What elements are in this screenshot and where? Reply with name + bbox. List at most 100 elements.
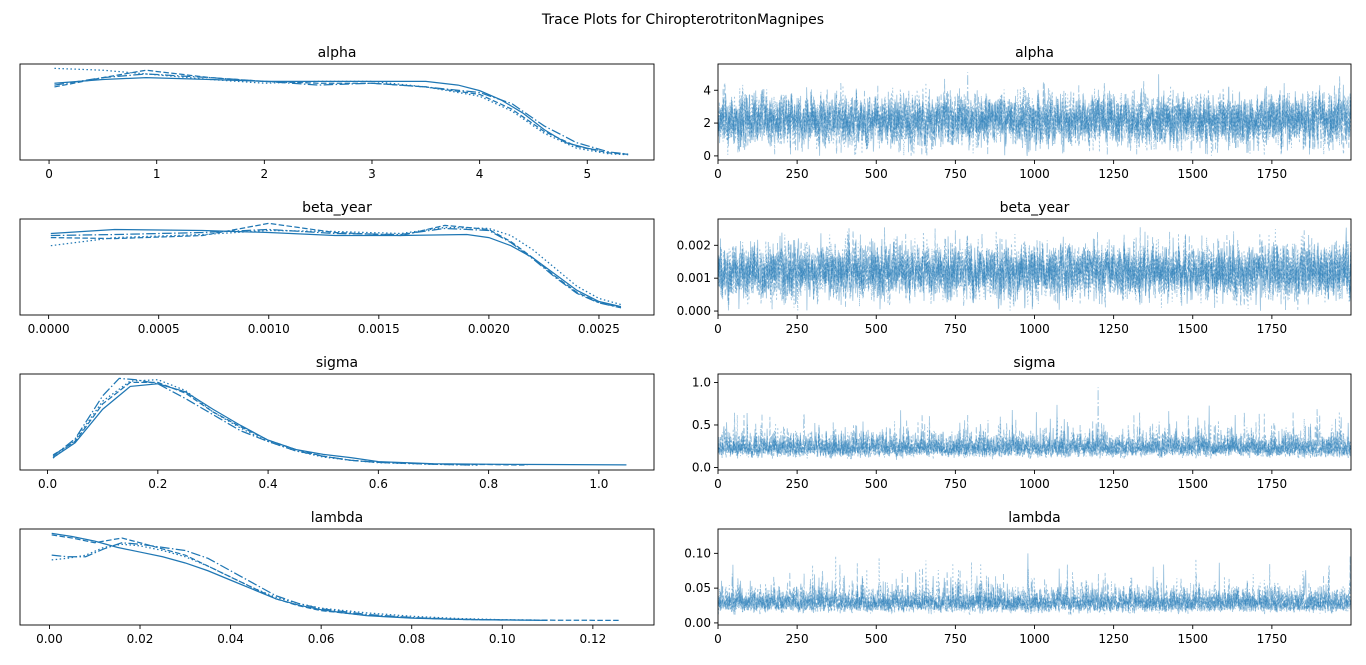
density-sigma-plot-area	[52, 377, 627, 466]
figure-title: Trace Plots for ChiropterotritonMagnipes	[541, 12, 824, 28]
density-beta-year-xtick-label: 0.0015	[358, 322, 400, 336]
density-beta-year-xtick-label: 0.0005	[138, 322, 180, 336]
density-beta-year-title: beta_year	[302, 200, 372, 216]
density-alpha-xtick-label: 0	[45, 167, 53, 181]
density-sigma-xtick-label: 0.8	[479, 477, 498, 491]
trace-beta-year-ytick-label: 0.000	[677, 304, 711, 318]
density-sigma-chain-2-curve	[52, 381, 528, 466]
density-lambda-xtick-label: 0.04	[217, 632, 244, 646]
trace-sigma-ytick-label: 0.0	[692, 460, 711, 474]
density-sigma-chain-3-curve	[52, 377, 478, 466]
density-beta-year-chain-1-curve	[50, 228, 622, 308]
trace-sigma-plot-area	[718, 387, 1351, 460]
trace-beta-year-chain-1-trace	[718, 227, 1351, 311]
trace-lambda-ytick-label: 0.05	[684, 581, 711, 595]
trace-sigma-xtick-label: 500	[865, 477, 888, 491]
density-beta-year-xtick-label: 0.0000	[28, 322, 70, 336]
density-alpha-xtick-label: 4	[476, 167, 484, 181]
trace-beta-year-xtick-label: 500	[865, 322, 888, 336]
trace-lambda-plot-area	[718, 553, 1351, 616]
trace-alpha-chain-2-trace	[718, 81, 1351, 156]
density-sigma-xtick-label: 1.0	[589, 477, 608, 491]
trace-alpha-plot-area	[718, 72, 1351, 156]
density-sigma-xtick-label: 0.6	[369, 477, 388, 491]
density-lambda-panel: lambda 0.00 0.02 0.04 0.06 0.08 0.10 0.12	[19, 510, 655, 646]
density-lambda-chain-3-curve	[51, 542, 503, 621]
trace-alpha-ytick-label: 4	[703, 83, 711, 97]
trace-alpha-title: alpha	[1015, 45, 1054, 61]
density-alpha-chain-1-curve	[54, 77, 599, 151]
trace-beta-year-xtick-label: 1750	[1257, 322, 1288, 336]
trace-sigma-ytick-label: 0.5	[692, 418, 711, 432]
trace-alpha-xtick-label: 750	[944, 167, 967, 181]
density-lambda-chain-4-curve	[51, 543, 548, 621]
trace-sigma-panel: sigma 0 250 500 750 1000 1250 1500 1750 0.0 0.5 1.0	[692, 355, 1352, 491]
trace-beta-year-title: beta_year	[1000, 200, 1070, 216]
trace-lambda-xtick-label: 1000	[1019, 632, 1050, 646]
trace-lambda-title: lambda	[1008, 510, 1060, 526]
density-lambda-chain-1-curve	[51, 532, 548, 621]
trace-alpha-xtick-label: 0	[714, 167, 722, 181]
density-lambda-xtick-label: 0.02	[127, 632, 154, 646]
density-alpha-title: alpha	[318, 45, 357, 61]
trace-sigma-xtick-label: 1500	[1177, 477, 1208, 491]
trace-alpha-ytick-label: 0	[703, 149, 711, 163]
trace-lambda-xtick-label: 1500	[1177, 632, 1208, 646]
trace-sigma-title: sigma	[1013, 355, 1055, 371]
density-lambda-axes-frame	[19, 528, 655, 626]
trace-sigma-xtick-label: 0	[714, 477, 722, 491]
trace-beta-year-xtick-label: 250	[786, 322, 809, 336]
trace-lambda-xtick-label: 250	[786, 632, 809, 646]
trace-lambda-chain-2-trace	[718, 556, 1351, 616]
trace-lambda-xtick-label: 1250	[1098, 632, 1129, 646]
trace-beta-year-xtick-label: 750	[944, 322, 967, 336]
trace-beta-year-chain-4-trace	[718, 228, 1351, 311]
trace-lambda-ytick-label: 0.00	[684, 616, 711, 630]
trace-beta-year-xtick-label: 1000	[1019, 322, 1050, 336]
trace-sigma-chain-4-trace	[718, 411, 1351, 460]
density-sigma-chain-1-curve	[52, 383, 627, 466]
trace-beta-year-xtick-label: 0	[714, 322, 722, 336]
density-lambda-xtick-label: 0.06	[308, 632, 335, 646]
trace-sigma-xtick-label: 1750	[1257, 477, 1288, 491]
trace-alpha-xtick-label: 1750	[1257, 167, 1288, 181]
trace-alpha-xtick-label: 1000	[1019, 167, 1050, 181]
density-lambda-title: lambda	[311, 510, 363, 526]
trace-alpha-xtick-label: 250	[786, 167, 809, 181]
density-beta-year-chain-4-curve	[50, 226, 622, 306]
density-sigma-axes-frame	[19, 373, 655, 471]
trace-lambda-xtick-label: 0	[714, 632, 722, 646]
trace-beta-year-chain-3-trace	[718, 229, 1351, 312]
trace-lambda-chain-1-trace	[718, 553, 1351, 615]
trace-sigma-axes-frame	[717, 373, 1352, 471]
density-alpha-chain-4-curve	[54, 67, 629, 156]
density-sigma-xtick-label: 0.4	[259, 477, 278, 491]
density-beta-year-chain-3-curve	[50, 227, 622, 309]
trace-beta-year-ytick-label: 0.002	[677, 238, 711, 252]
trace-lambda-xtick-label: 500	[865, 632, 888, 646]
density-alpha-chain-2-curve	[54, 69, 629, 155]
density-alpha-plot-area	[54, 67, 629, 156]
density-lambda-plot-area	[51, 532, 621, 622]
trace-sigma-chain-1-trace	[718, 404, 1351, 460]
density-beta-year-xtick-label: 0.0025	[578, 322, 620, 336]
trace-lambda-ytick-label: 0.10	[684, 546, 711, 560]
density-alpha-axes-frame	[19, 63, 655, 161]
density-sigma-xtick-label: 0.2	[148, 477, 167, 491]
trace-sigma-chain-3-trace	[718, 387, 1351, 460]
density-lambda-xtick-label: 0.00	[36, 632, 63, 646]
trace-lambda-chain-4-trace	[718, 555, 1351, 615]
density-lambda-xtick-label: 0.12	[580, 632, 607, 646]
density-sigma-chain-4-curve	[52, 379, 473, 466]
density-beta-year-panel: beta_year 0.0000 0.0005 0.0010 0.0015 0.0020 0…	[19, 200, 655, 336]
density-sigma-xtick-label: 0.0	[38, 477, 57, 491]
trace-lambda-xtick-label: 750	[944, 632, 967, 646]
trace-alpha-xtick-label: 1250	[1098, 167, 1129, 181]
trace-alpha-xtick-label: 1500	[1177, 167, 1208, 181]
trace-alpha-panel: alpha 0 250 500 750 1000 1250 1500 1750 0 2 4	[703, 45, 1352, 181]
trace-beta-year-chain-2-trace	[718, 227, 1351, 311]
density-alpha-xtick-label: 5	[583, 167, 591, 181]
density-beta-year-xtick-label: 0.0010	[248, 322, 290, 336]
density-beta-year-plot-area	[50, 222, 622, 309]
